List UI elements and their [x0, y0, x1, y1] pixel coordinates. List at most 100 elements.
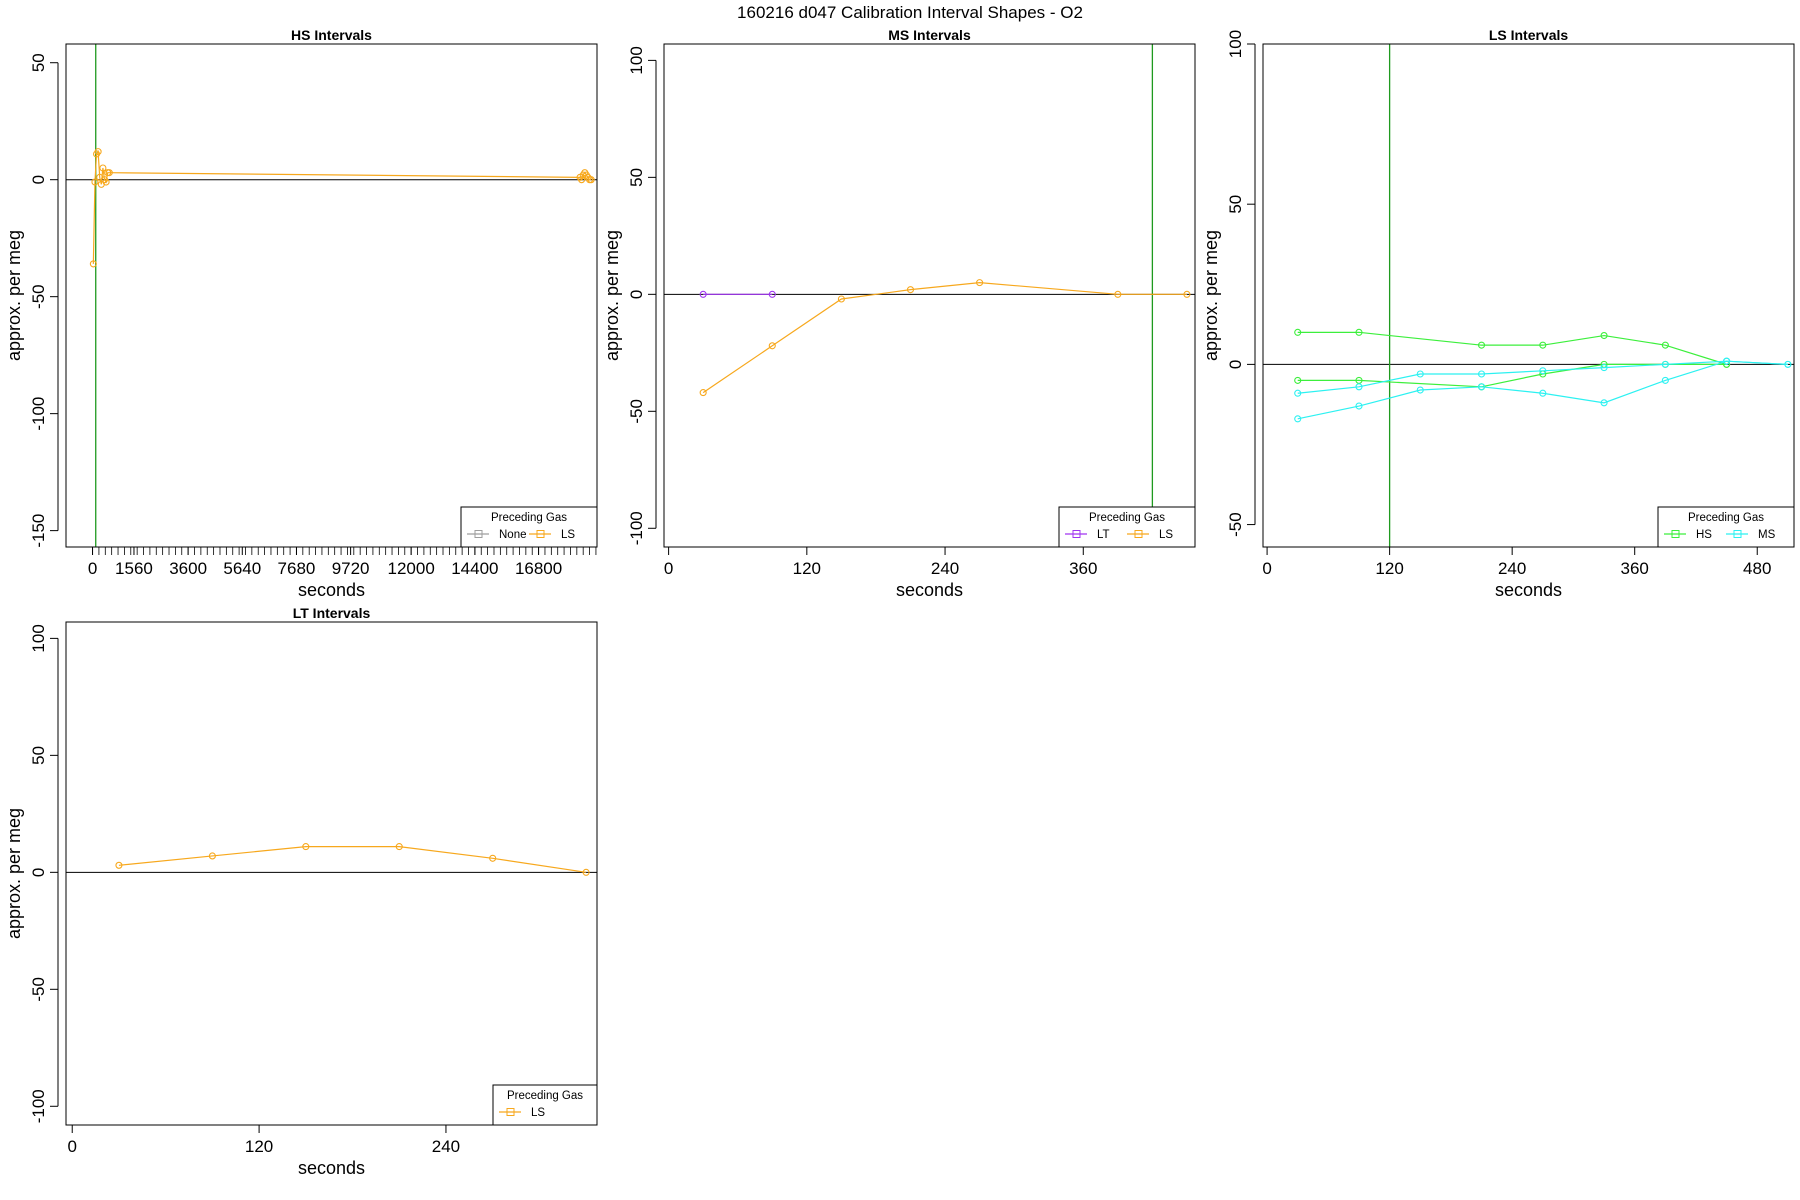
- x-axis-label: seconds: [298, 580, 365, 600]
- data-point: [699, 290, 707, 298]
- legend-marker: [1072, 530, 1081, 538]
- legend-title: Preceding Gas: [1089, 512, 1165, 524]
- data-point: [1539, 367, 1547, 375]
- legend: Preceding Gas None LS: [460, 506, 598, 548]
- panel-title: LS Intervals: [1489, 27, 1569, 43]
- data-point: [102, 178, 110, 186]
- y-axis-label: approx. per meg: [4, 808, 24, 939]
- y-tick-label: 50: [29, 53, 48, 72]
- legend-entry-label: LS: [1159, 529, 1173, 541]
- data-point: [1539, 389, 1547, 397]
- data-point: [906, 286, 915, 294]
- data-point: [115, 861, 123, 869]
- main-title: 160216 d047 Calibration Interval Shapes …: [737, 3, 1083, 22]
- series-hs: [1294, 360, 1731, 391]
- data-point: [1416, 370, 1424, 378]
- data-point: [105, 169, 113, 177]
- legend-marker: [474, 530, 483, 538]
- series-line: [702, 282, 1187, 394]
- y-tick-label: 0: [1226, 360, 1245, 369]
- data-point: [99, 164, 107, 172]
- series-line: [1297, 360, 1788, 394]
- panel-hs: HS Intervals 50 0 -50 -100 -150 0 1560 3600 5640 7…: [4, 27, 598, 600]
- legend-entry-label: LT: [1097, 529, 1110, 541]
- x-tick-label: 0: [67, 1137, 76, 1156]
- legend: Preceding Gas LT LS: [1058, 506, 1196, 548]
- data-point: [1600, 399, 1608, 407]
- data-point: [1477, 341, 1486, 349]
- series-hs: [1294, 328, 1731, 368]
- legend-entry-label: LS: [561, 529, 575, 541]
- series-lt: [699, 290, 776, 298]
- legend: Preceding Gas LS: [492, 1084, 598, 1126]
- x-tick-label: 480: [1743, 559, 1771, 578]
- data-point: [1477, 383, 1486, 391]
- legend-entry-label: LS: [531, 1107, 545, 1119]
- data-point: [1661, 360, 1669, 368]
- y-tick-label: 50: [627, 168, 646, 187]
- data-point: [1183, 290, 1191, 298]
- x-tick-label: 240: [432, 1137, 460, 1156]
- data-point: [768, 342, 776, 350]
- legend: Preceding Gas HS MS: [1657, 506, 1795, 548]
- data-point: [1661, 341, 1669, 349]
- y-axis-label: approx. per meg: [602, 230, 622, 361]
- x-tick-label: 5640: [223, 559, 261, 578]
- x-tick-label: 240: [931, 559, 959, 578]
- y-tick-label: -50: [29, 284, 48, 309]
- x-axis-label: seconds: [1495, 580, 1562, 600]
- data-point: [1294, 328, 1302, 336]
- x-axis-label: seconds: [298, 1158, 365, 1178]
- series-line: [1297, 363, 1727, 388]
- data-point: [578, 176, 586, 184]
- y-tick-label: -100: [627, 511, 646, 545]
- y-tick-label: 0: [29, 868, 48, 877]
- legend-entry-label: HS: [1696, 529, 1712, 541]
- data-point: [208, 852, 216, 860]
- series-ls: [699, 279, 1191, 397]
- panel-title: MS Intervals: [888, 27, 971, 43]
- x-tick-label: 360: [1069, 559, 1097, 578]
- y-tick-label: 50: [29, 746, 48, 765]
- data-point: [1294, 376, 1302, 384]
- x-tick-label: 12000: [388, 559, 435, 578]
- data-point: [1114, 290, 1122, 298]
- series-ls: [89, 148, 595, 268]
- y-tick-label: 50: [1226, 195, 1245, 214]
- x-tick-label: 0: [1262, 559, 1271, 578]
- series-line: [1297, 360, 1788, 420]
- data-point: [1661, 376, 1669, 384]
- y-tick-label: -100: [29, 1089, 48, 1123]
- data-point: [91, 178, 99, 186]
- legend-title: Preceding Gas: [507, 1090, 583, 1102]
- x-tick-label: 0: [664, 559, 673, 578]
- data-point: [976, 279, 984, 287]
- data-point: [1477, 370, 1486, 378]
- data-point: [489, 854, 497, 862]
- legend-box: [492, 1084, 598, 1126]
- data-point: [582, 868, 590, 876]
- data-point: [1600, 364, 1608, 372]
- y-tick-label: -150: [29, 514, 48, 548]
- legend-entry-label: None: [499, 529, 527, 541]
- panel-ms: MS Intervals 100 50 0 -50 -100 0 120 240 360 secon…: [602, 27, 1196, 600]
- series-ms: [1294, 357, 1792, 423]
- data-point: [1416, 386, 1424, 394]
- y-tick-label: 100: [1226, 30, 1245, 58]
- panel-ls: LS Intervals 100 50 0 -50 0 120 240 360 480 second…: [1201, 27, 1795, 600]
- x-tick-label: 1560: [115, 559, 153, 578]
- legend-marker: [536, 530, 545, 538]
- x-tick-label: 14400: [451, 559, 498, 578]
- plot-frame: [1262, 43, 1795, 548]
- legend-title: Preceding Gas: [1688, 512, 1764, 524]
- x-tick-label: 0: [88, 559, 97, 578]
- x-tick-label: 120: [793, 559, 821, 578]
- y-axis-label: approx. per meg: [4, 230, 24, 361]
- y-axis-label: approx. per meg: [1201, 230, 1221, 361]
- legend-marker: [1134, 530, 1143, 538]
- y-tick-label: 100: [627, 46, 646, 74]
- panel-title: LT Intervals: [293, 605, 371, 621]
- data-point: [395, 843, 403, 851]
